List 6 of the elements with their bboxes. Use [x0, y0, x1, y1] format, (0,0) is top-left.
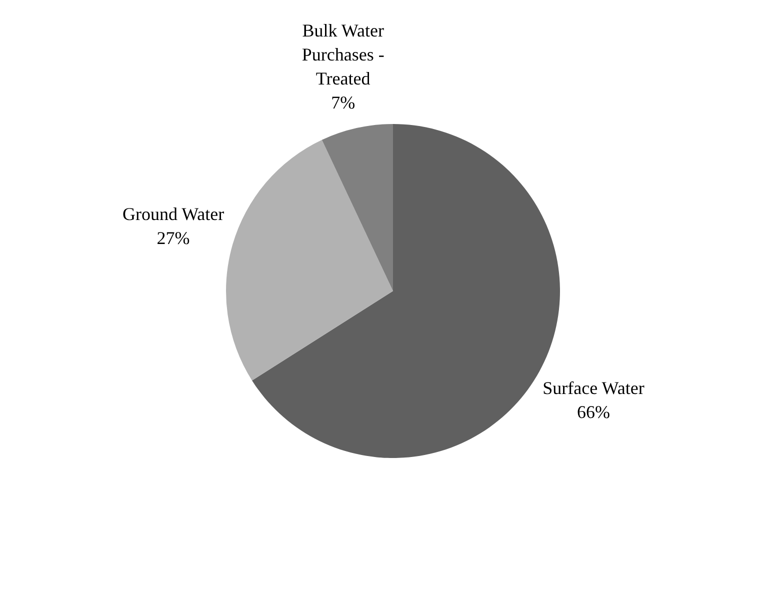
data-label: 27% [156, 228, 190, 248]
slice-label: Bulk Water Purchases - Treated [302, 20, 384, 88]
data-label: 7% [331, 92, 356, 112]
data-label: 66% [576, 402, 610, 422]
slice-label: Surface Water [542, 378, 644, 398]
slice-label: Ground Water [122, 204, 224, 224]
